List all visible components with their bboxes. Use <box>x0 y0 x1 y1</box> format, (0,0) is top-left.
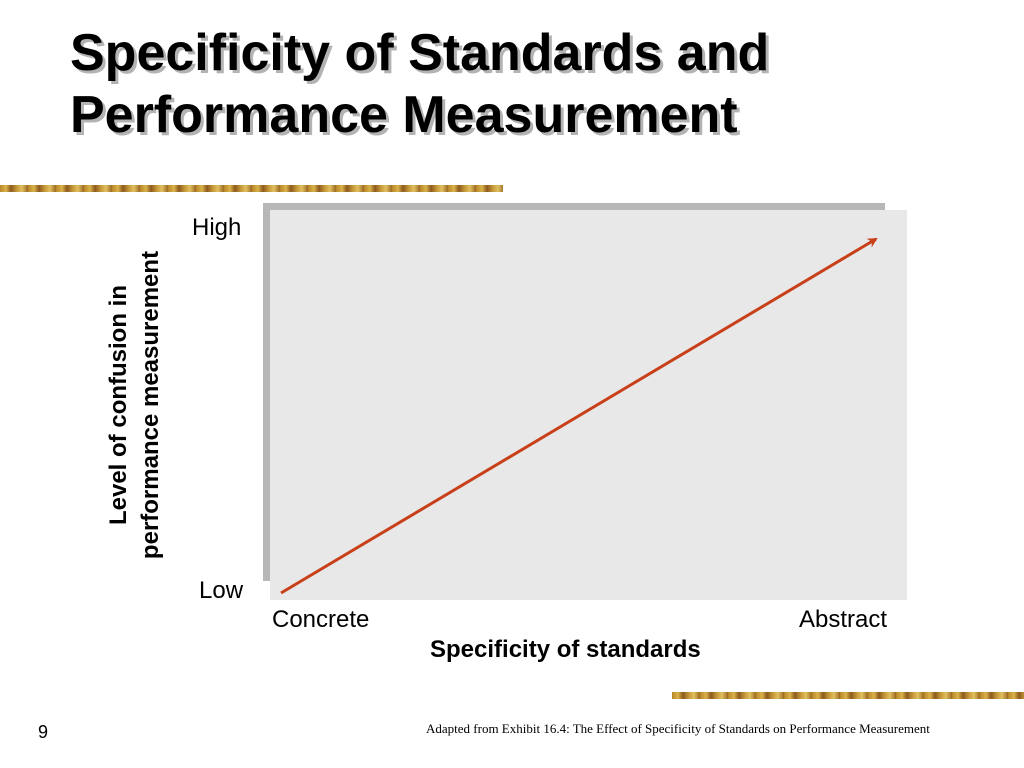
plot-shadow-top <box>263 203 885 211</box>
plot-area <box>270 210 907 600</box>
slide-title-line-2: Performance Measurement <box>70 86 738 144</box>
y-axis-high-label: High <box>192 214 242 241</box>
source-caption: Adapted from Exhibit 16.4: The Effect of… <box>426 721 930 736</box>
x-axis-title: Specificity of standards <box>430 636 701 663</box>
y-axis-low-label: Low <box>199 577 244 604</box>
slide-title: Specificity of Standards and Performance… <box>70 22 970 146</box>
slide-number: 9 <box>38 722 49 742</box>
decorative-band-bottom <box>672 692 1024 699</box>
x-axis-abstract-label: Abstract <box>799 606 888 633</box>
x-axis-concrete-label: Concrete <box>272 606 370 633</box>
plot-shadow-left <box>263 203 271 581</box>
decorative-band-top <box>0 185 503 192</box>
y-axis-title-line-2: performance measurement <box>137 250 164 560</box>
slide-title-line-1: Specificity of Standards and <box>70 24 770 82</box>
y-axis-title-line-1: Level of confusion in <box>105 285 132 526</box>
y-axis-title: Level of confusion in performance measur… <box>103 195 167 615</box>
